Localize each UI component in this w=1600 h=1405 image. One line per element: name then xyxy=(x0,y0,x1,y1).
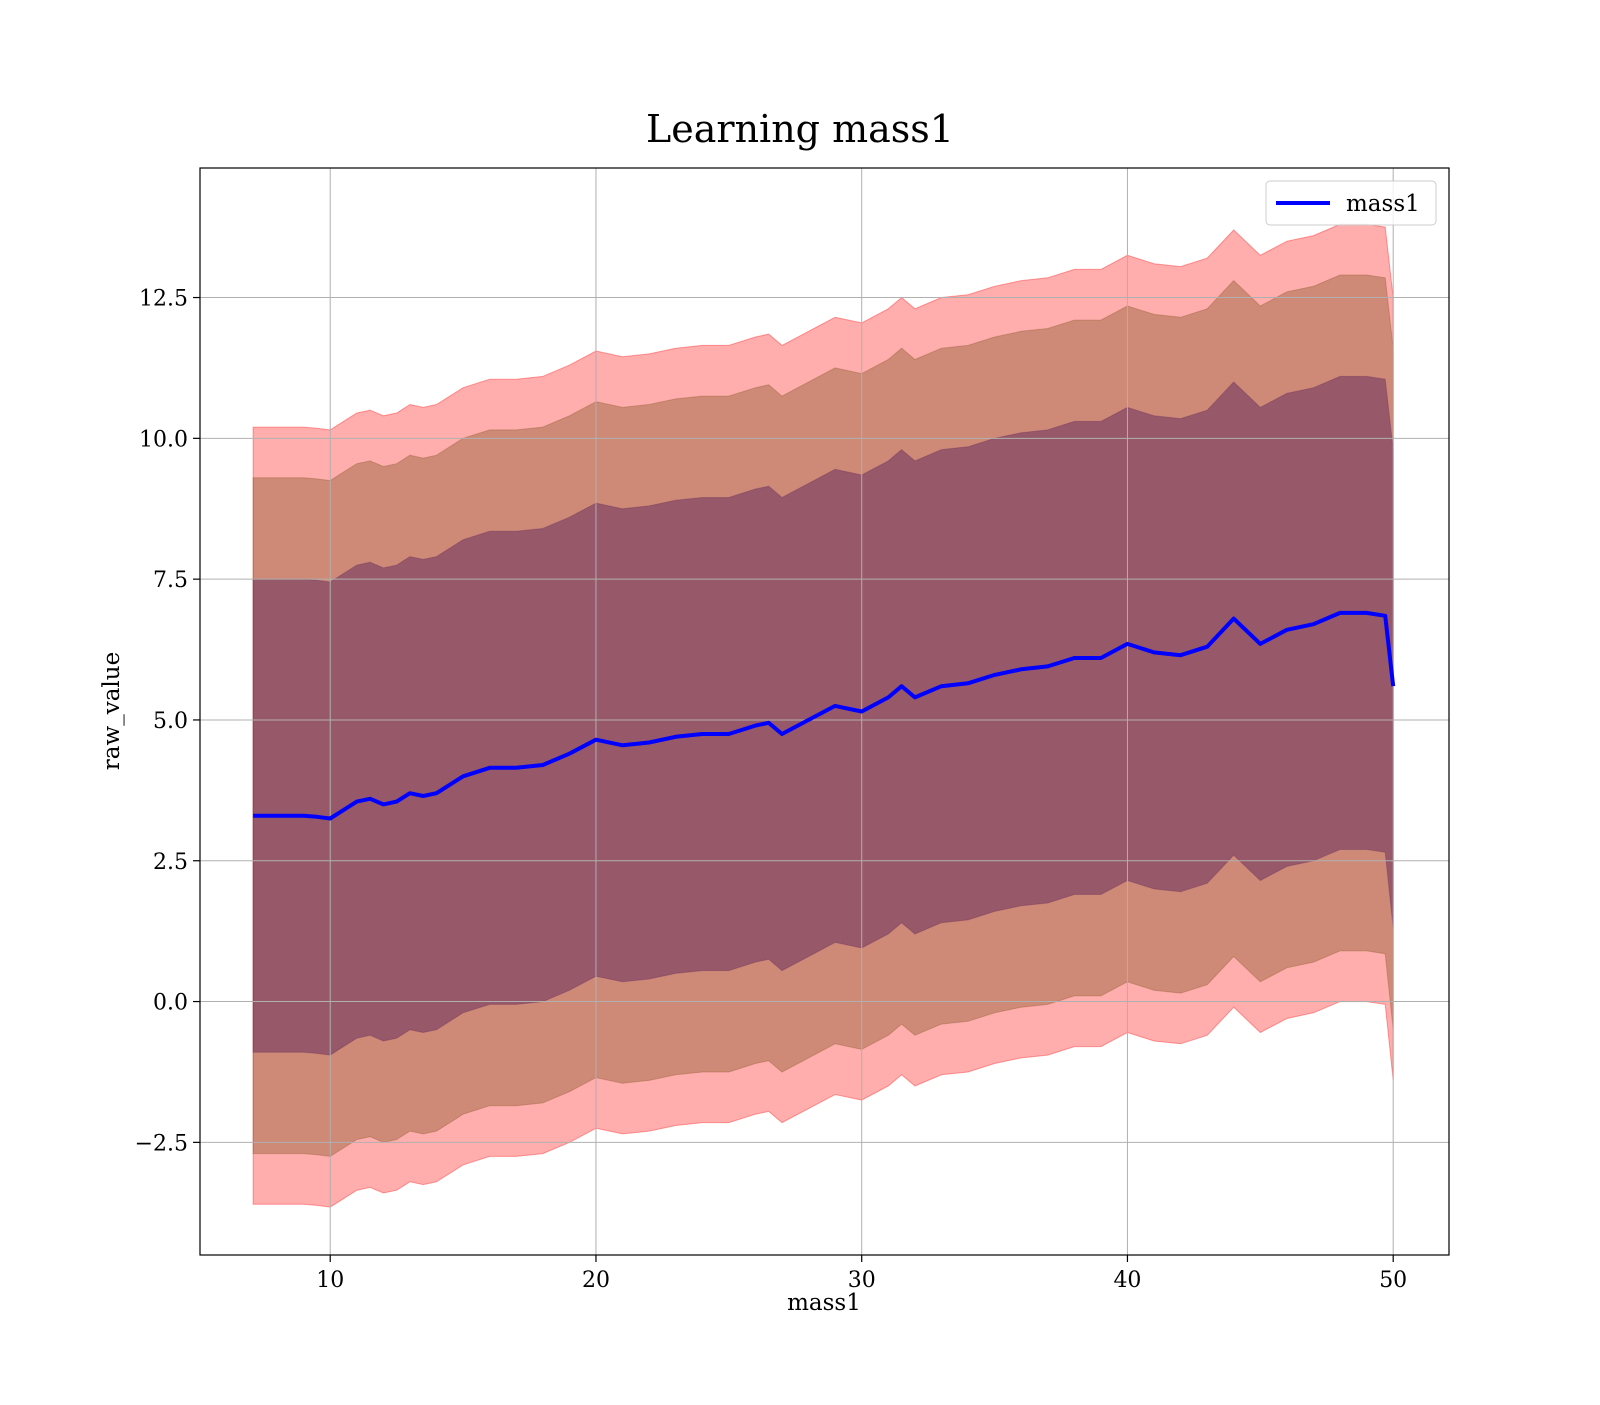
x-axis-label: mass1 xyxy=(787,1290,861,1316)
x-tick-label: 30 xyxy=(848,1268,876,1293)
y-tick-label: 12.5 xyxy=(139,287,188,312)
series-lines xyxy=(253,610,1396,821)
y-tick-label: 10.0 xyxy=(139,427,188,452)
y-tick-label: 2.5 xyxy=(153,850,188,875)
x-tick-label: 50 xyxy=(1379,1268,1407,1293)
x-tick-label: 40 xyxy=(1113,1268,1141,1293)
y-axis-label: raw_value xyxy=(99,652,125,770)
chart-title: Learning mass1 xyxy=(646,107,954,151)
x-tick-label: 10 xyxy=(316,1268,344,1293)
y-tick-label: 5.0 xyxy=(153,709,188,734)
x-axis-ticks: 10 20 30 40 50 xyxy=(316,1255,1407,1293)
grid-lines xyxy=(200,168,1449,1255)
confidence-bands xyxy=(252,223,1394,1208)
y-tick-label: 0.0 xyxy=(153,991,188,1016)
plot-area-frame xyxy=(199,167,1450,1256)
y-axis-ticks: −2.5 0.0 2.5 5.0 7.5 10.0 12.5 xyxy=(135,287,200,1156)
legend-box xyxy=(1265,180,1437,226)
y-tick-label: 7.5 xyxy=(153,568,188,593)
x-tick-label: 20 xyxy=(582,1268,610,1293)
legend-label-mass1: mass1 xyxy=(1346,191,1420,217)
y-tick-label: −2.5 xyxy=(135,1131,188,1156)
series-line-mass1 xyxy=(253,610,1396,821)
legend: mass1 xyxy=(1265,180,1437,226)
